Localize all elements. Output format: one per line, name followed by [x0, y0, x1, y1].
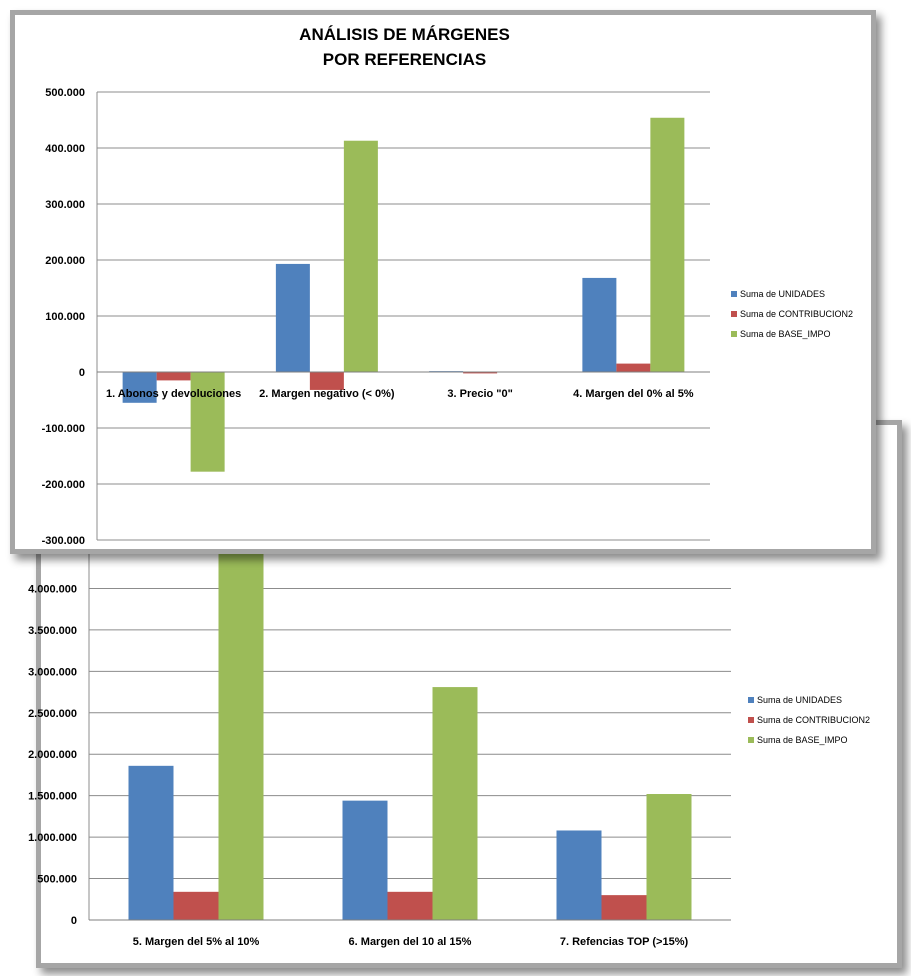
- chart-bottom-y-tick-label: 3.500.000: [28, 625, 77, 637]
- chart-bottom-legend-label: Suma de UNIDADES: [757, 695, 842, 705]
- chart-top-y-tick-label: 200.000: [45, 255, 85, 267]
- chart-top-legend-swatch: [731, 311, 737, 317]
- chart-top-x-tick-label: 2. Margen negativo (< 0%): [259, 388, 395, 400]
- chart-bottom-bar: [387, 891, 433, 920]
- chart-top-y-tick-label: -100.000: [42, 423, 85, 435]
- chart-bottom-y-tick-label: 2.500.000: [28, 708, 77, 720]
- chart-bottom-legend-swatch: [748, 737, 754, 743]
- chart-top-y-tick-label: 300.000: [45, 199, 85, 211]
- chart-panel-top: ANÁLISIS DE MÁRGENES POR REFERENCIAS 500.0…: [10, 10, 876, 554]
- chart-bottom-bar: [342, 800, 388, 920]
- chart-bottom-legend-label: Suma de CONTRIBUCION2: [757, 715, 870, 725]
- chart-bottom-x-tick-label: 5. Margen del 5% al 10%: [133, 936, 260, 948]
- chart-bottom-y-tick-label: 1.000.000: [28, 832, 77, 844]
- chart-top-x-tick-label: 3. Precio "0": [447, 388, 512, 400]
- chart-bottom-legend-swatch: [748, 717, 754, 723]
- chart-bottom-legend-label: Suma de BASE_IMPO: [757, 735, 848, 745]
- chart-bottom-bar: [218, 547, 264, 920]
- chart-top-bar: [582, 277, 617, 372]
- chart-bottom-y-tick-label: 3.000.000: [28, 666, 77, 678]
- chart-top-y-tick-label: 500.000: [45, 87, 85, 99]
- chart-bottom-legend-swatch: [748, 697, 754, 703]
- chart-bottom-bar: [646, 794, 692, 920]
- chart-top-y-tick-label: 400.000: [45, 143, 85, 155]
- chart-top-x-tick-label: 4. Margen del 0% al 5%: [573, 388, 694, 400]
- chart-top-legend-label: Suma de CONTRIBUCION2: [740, 309, 853, 319]
- chart-bottom-y-tick-label: 4.000.000: [28, 583, 77, 595]
- chart-bottom-bar: [128, 765, 174, 920]
- chart-top-bar: [616, 363, 651, 372]
- chart-bottom-x-tick-label: 7. Refencias TOP (>15%): [560, 936, 689, 948]
- chart-top-bar: [309, 372, 344, 390]
- chart-top-x-tick-label: 1. Abonos y devoluciones: [106, 388, 241, 400]
- bottom-chart: 4.000.000 3.500.000 3.000.000 2.500.000 2.00…: [28, 547, 870, 948]
- chart-top-y-tick-label: -200.000: [42, 479, 85, 491]
- chart-bottom-bar: [173, 891, 219, 920]
- chart-bottom-bar: [432, 687, 478, 920]
- chart-top-bar: [122, 372, 157, 403]
- chart-top-bar: [275, 263, 310, 372]
- chart-bottom-x-tick-label: 6. Margen del 10 al 15%: [349, 936, 472, 948]
- chart-bottom-y-tick-label: 0: [71, 915, 77, 927]
- chart-top-bar: [190, 372, 225, 472]
- chart-top-y-tick-label: -300.000: [42, 535, 85, 547]
- chart-bottom-y-tick-label: 2.000.000: [28, 749, 77, 761]
- chart-bottom-y-tick-label: 1.500.000: [28, 791, 77, 803]
- chart-bottom-y-tick-label: 500.000: [37, 874, 77, 886]
- chart-top-y-tick-label: 100.000: [45, 311, 85, 323]
- chart-top-legend-swatch: [731, 291, 737, 297]
- chart-top-legend-label: Suma de BASE_IMPO: [740, 329, 831, 339]
- chart-bottom-bar: [556, 830, 602, 920]
- chart-top-y-tick-label: 0: [79, 367, 85, 379]
- top-chart: ANÁLISIS DE MÁRGENES POR REFERENCIAS 500.0…: [42, 25, 853, 547]
- chart-top-legend-label: Suma de UNIDADES: [740, 289, 825, 299]
- chart-top-title-line: ANÁLISIS DE MÁRGENES: [299, 25, 510, 44]
- chart-top-bar: [156, 372, 191, 381]
- chart-top-bar: [463, 372, 498, 374]
- chart-top-title-line: POR REFERENCIAS: [323, 50, 486, 69]
- chart-top-bar: [343, 140, 378, 372]
- chart-top-legend-swatch: [731, 331, 737, 337]
- chart-bottom-bar: [601, 895, 647, 920]
- chart-top-bar: [650, 117, 685, 372]
